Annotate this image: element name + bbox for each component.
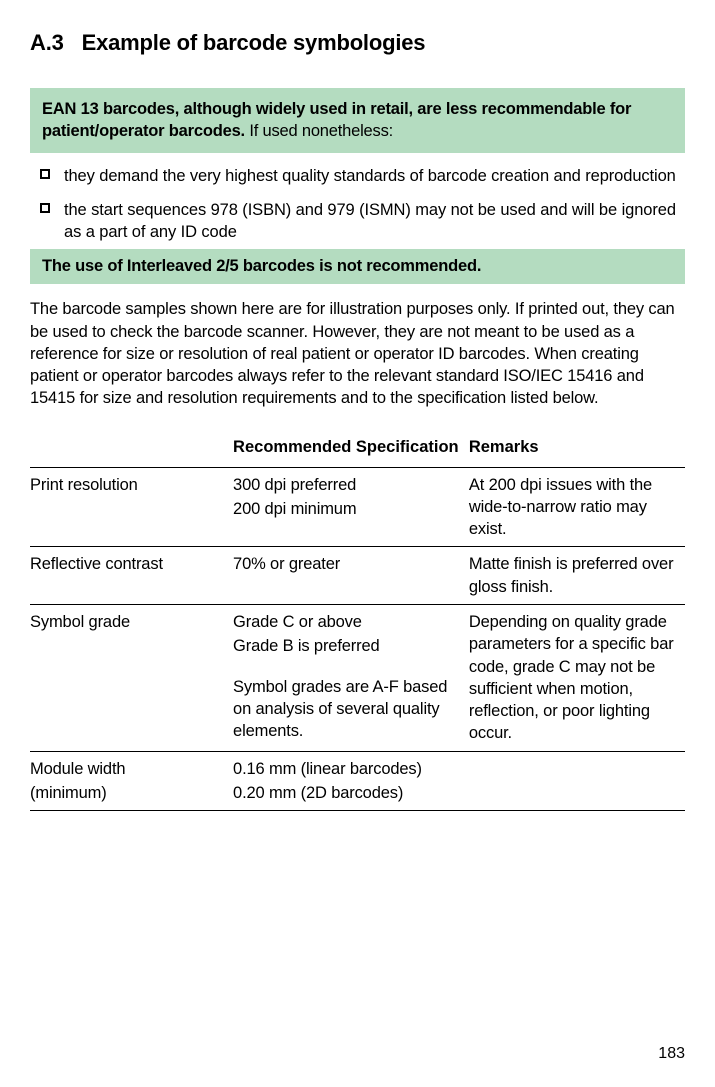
table-row: Reflective contrast 70% or greater Matte…: [30, 547, 685, 605]
table-cell: Module width (minimum): [30, 751, 233, 811]
table-header-cell: Remarks: [469, 432, 685, 468]
table-cell: 300 dpi preferred 200 dpi minimum: [233, 467, 469, 547]
table-cell: 0.16 mm (linear barcodes) 0.20 mm (2D ba…: [233, 751, 469, 811]
callout-item-text: they demand the very highest quality sta…: [64, 165, 676, 187]
table-header-cell: [30, 432, 233, 468]
table-cell: At 200 dpi issues with the wide-to-narro…: [469, 467, 685, 547]
table-cell: Matte finish is preferred over gloss fin…: [469, 547, 685, 605]
table-cell: Reflective contrast: [30, 547, 233, 605]
spec-line: Symbol grades are A-F based on analysis …: [233, 676, 461, 743]
square-bullet-icon: [40, 169, 50, 179]
callout-item-text: the start sequences 978 (ISBN) and 979 (…: [64, 199, 685, 244]
square-bullet-icon: [40, 203, 50, 213]
spec-line: 300 dpi preferred: [233, 476, 356, 494]
callout-header-rest: If used nonetheless:: [245, 122, 393, 140]
body-paragraph: The barcode samples shown here are for i…: [30, 298, 685, 409]
spec-line: Module width: [30, 760, 125, 778]
section-number: A.3: [30, 30, 64, 55]
spec-line: Grade B is preferred: [233, 635, 461, 657]
table-cell: Depending on quality grade parameters fo…: [469, 604, 685, 751]
callout-list-item: they demand the very highest quality sta…: [30, 159, 685, 193]
spec-line: (minimum): [30, 782, 225, 804]
table-cell: 70% or greater: [233, 547, 469, 605]
table-cell: [469, 751, 685, 811]
spec-line: 200 dpi minimum: [233, 498, 461, 520]
callout-footer: The use of Interleaved 2/5 barcodes is n…: [30, 249, 685, 284]
table-cell: Symbol grade: [30, 604, 233, 751]
table-header-cell: Recommended Specification: [233, 432, 469, 468]
spec-table: Recommended Specification Remarks Print …: [30, 432, 685, 811]
table-row: Print resolution 300 dpi preferred 200 d…: [30, 467, 685, 547]
callout-list: they demand the very highest quality sta…: [30, 159, 685, 250]
table-row: Module width (minimum) 0.16 mm (linear b…: [30, 751, 685, 811]
spec-line: Grade C or above: [233, 613, 362, 631]
table-row: Symbol grade Grade C or above Grade B is…: [30, 604, 685, 751]
section-heading: A.3 Example of barcode symbologies: [30, 30, 685, 56]
callout-box: EAN 13 barcodes, although widely used in…: [30, 88, 685, 284]
table-cell: Print resolution: [30, 467, 233, 547]
callout-list-item: the start sequences 978 (ISBN) and 979 (…: [30, 193, 685, 250]
spec-gap: [233, 658, 461, 674]
table-cell: Grade C or above Grade B is preferred Sy…: [233, 604, 469, 751]
page: A.3 Example of barcode symbologies EAN 13…: [0, 0, 715, 1087]
page-number: 183: [658, 1045, 685, 1063]
section-title: Example of barcode symbologies: [82, 30, 426, 55]
spec-line: 0.20 mm (2D barcodes): [233, 782, 461, 804]
spec-line: 0.16 mm (linear barcodes): [233, 760, 422, 778]
callout-header: EAN 13 barcodes, although widely used in…: [30, 88, 685, 153]
table-header-row: Recommended Specification Remarks: [30, 432, 685, 468]
